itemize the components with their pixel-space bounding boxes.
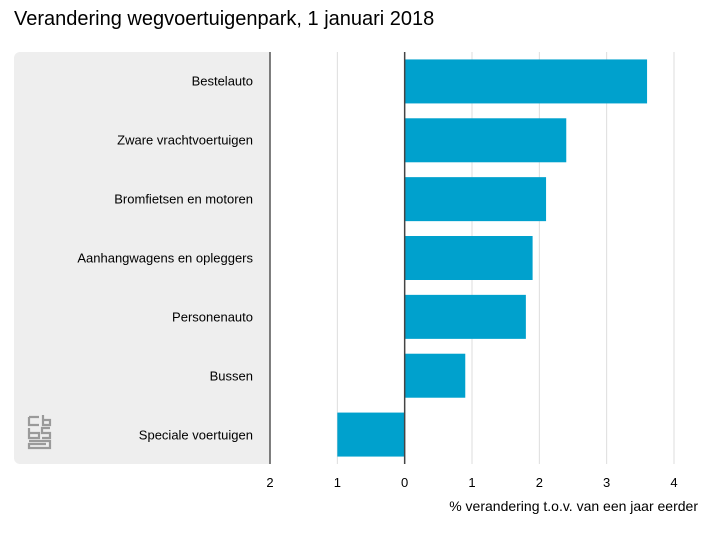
cbs-logo-icon xyxy=(27,415,52,450)
category-label: Personenauto xyxy=(172,309,253,325)
category-label: Aanhangwagens en opleggers xyxy=(77,250,253,266)
category-label: Bromfietsen en motoren xyxy=(114,191,253,207)
category-label: Zware vrachtvoertuigen xyxy=(117,132,253,148)
x-tick-label: 4 xyxy=(670,475,677,490)
x-tick-label: 0 xyxy=(401,475,408,490)
x-tick-label: 3 xyxy=(603,475,610,490)
x-tick-label: 2 xyxy=(266,475,273,490)
category-label: Speciale voertuigen xyxy=(138,427,253,443)
x-axis-label: % verandering t.o.v. van een jaar eerder xyxy=(449,498,698,514)
bar xyxy=(404,236,533,280)
cbs-logo xyxy=(26,414,52,455)
x-tick-label: 1 xyxy=(468,475,475,490)
bar xyxy=(404,118,567,163)
bar xyxy=(404,59,648,104)
x-tick-label: 1 xyxy=(334,475,341,490)
category-label-panel xyxy=(14,52,270,464)
category-label: Bussen xyxy=(209,368,253,384)
chart-title: Verandering wegvoertuigenpark, 1 januari… xyxy=(14,8,435,30)
x-tick-label: 2 xyxy=(536,475,543,490)
bar xyxy=(337,412,405,457)
bar xyxy=(404,294,526,339)
bar xyxy=(404,177,547,222)
bar xyxy=(404,353,466,398)
category-label: Bestelauto xyxy=(191,73,253,89)
